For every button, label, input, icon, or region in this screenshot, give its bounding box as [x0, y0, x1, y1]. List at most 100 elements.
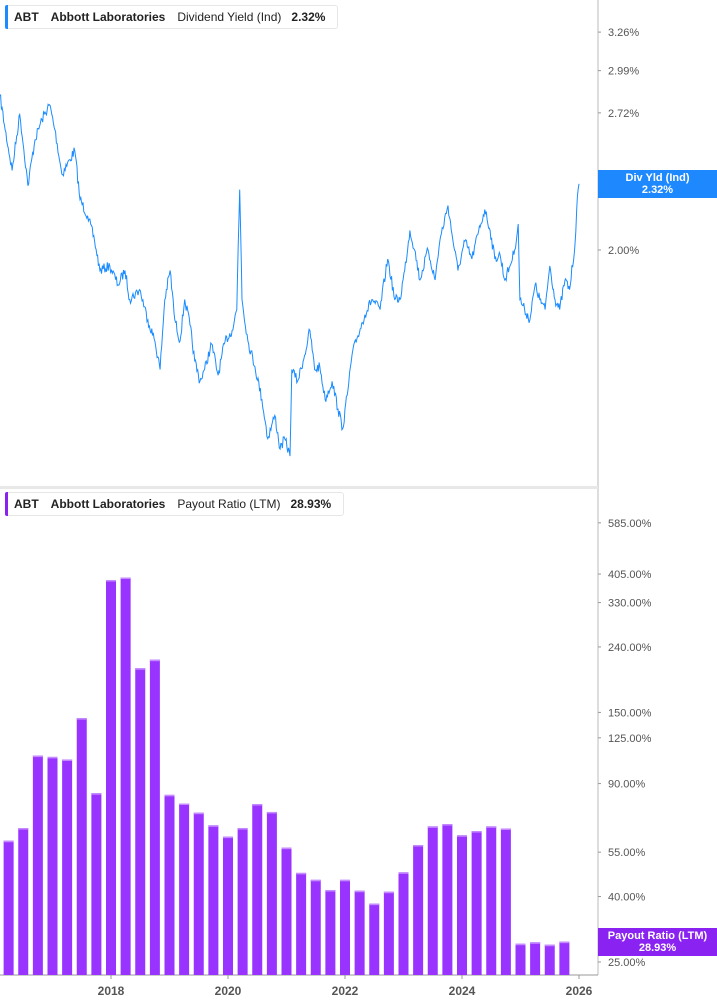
- payout-bar-cap: [544, 944, 555, 947]
- payout-bar[interactable]: [106, 580, 116, 975]
- payout-bar[interactable]: [486, 826, 497, 975]
- payout-bar[interactable]: [500, 828, 511, 975]
- payout-ratio-bars: [3, 577, 570, 975]
- payout-bar-cap: [340, 879, 350, 882]
- payout-bar[interactable]: [252, 804, 263, 975]
- y-tick-label: 405.00%: [608, 569, 652, 581]
- y-tick-label: 2.99%: [608, 66, 639, 78]
- payout-bar-cap: [32, 755, 43, 758]
- payout-bar[interactable]: [208, 825, 219, 975]
- x-tick-label: 2024: [449, 984, 476, 998]
- payout-bar-cap: [383, 891, 394, 894]
- legend-color-swatch: [5, 5, 8, 29]
- payout-bar[interactable]: [471, 831, 482, 975]
- legend-company: Abbott Laboratories: [50, 497, 166, 511]
- payout-bar-cap: [18, 828, 29, 830]
- payout-bar[interactable]: [91, 793, 102, 975]
- payout-bar-cap: [106, 580, 116, 582]
- badge-label: Div Yld (Ind): [625, 172, 690, 184]
- payout-bar[interactable]: [559, 941, 570, 975]
- payout-bar[interactable]: [457, 835, 467, 975]
- payout-bar-cap: [500, 828, 511, 830]
- dividend-yield-line: [0, 94, 580, 457]
- badge-value: 28.93%: [638, 942, 677, 954]
- payout-bar[interactable]: [413, 845, 424, 975]
- legend-color-swatch: [5, 492, 8, 516]
- payout-bar[interactable]: [340, 879, 350, 975]
- payout-bar[interactable]: [223, 836, 233, 975]
- payout-bar[interactable]: [164, 794, 175, 975]
- badge-label: Payout Ratio (LTM): [607, 930, 708, 942]
- payout-bar-cap: [266, 811, 277, 814]
- payout-bar-cap: [281, 847, 292, 850]
- y-tick-label: 3.26%: [608, 27, 639, 39]
- legend-value: 2.32%: [291, 10, 326, 24]
- payout-bar[interactable]: [3, 840, 14, 975]
- payout-bar-cap: [427, 826, 438, 828]
- payout-bar[interactable]: [193, 812, 204, 975]
- payout-bar[interactable]: [544, 944, 555, 975]
- payout-bar-cap: [354, 890, 365, 893]
- y-tick-label: 2.00%: [608, 245, 639, 257]
- payout-bar-cap: [62, 759, 73, 761]
- payout-bar-cap: [486, 826, 497, 828]
- x-tick-label: 2026: [566, 984, 593, 998]
- payout-bar[interactable]: [296, 872, 307, 975]
- legend-company: Abbott Laboratories: [50, 10, 166, 24]
- payout-bar[interactable]: [354, 890, 365, 975]
- payout-bar-cap: [120, 577, 131, 580]
- payout-bar[interactable]: [266, 811, 277, 975]
- payout-bar-cap: [149, 659, 160, 662]
- payout-bar-cap: [179, 803, 190, 805]
- bottom-y-axis: 585.00% 405.00% 330.00% 240.00% 150.00% 125.0…: [598, 518, 652, 969]
- payout-bar[interactable]: [530, 942, 541, 975]
- payout-bar-cap: [310, 879, 321, 882]
- payout-bar-cap: [47, 756, 58, 759]
- payout-bar[interactable]: [383, 891, 394, 975]
- y-tick-label: 585.00%: [608, 518, 652, 530]
- x-tick-label: 2020: [215, 984, 242, 998]
- payout-bar[interactable]: [237, 828, 248, 975]
- legend-value: 28.93%: [290, 497, 332, 511]
- y-tick-label: 150.00%: [608, 707, 652, 719]
- payout-bar-cap: [208, 825, 219, 827]
- payout-bar[interactable]: [76, 718, 87, 975]
- payout-bar-cap: [530, 942, 541, 944]
- payout-bar[interactable]: [325, 890, 336, 975]
- panel-divider[interactable]: [0, 486, 598, 489]
- x-tick-label: 2018: [98, 984, 125, 998]
- payout-bar-cap: [76, 718, 87, 720]
- y-tick-label: 330.00%: [608, 598, 652, 610]
- payout-bar[interactable]: [47, 756, 58, 975]
- payout-bar[interactable]: [135, 668, 146, 975]
- payout-bar-cap: [457, 835, 467, 837]
- payout-bar[interactable]: [310, 879, 321, 975]
- y-tick-label: 240.00%: [608, 642, 652, 654]
- payout-bar-cap: [398, 872, 409, 874]
- y-tick-label: 90.00%: [608, 779, 646, 791]
- payout-bar[interactable]: [62, 759, 73, 975]
- y-tick-label: 125.00%: [608, 733, 652, 745]
- payout-bar-cap: [193, 812, 204, 815]
- payout-bar[interactable]: [398, 872, 409, 975]
- payout-bar[interactable]: [18, 828, 29, 975]
- payout-bar[interactable]: [369, 903, 380, 975]
- payout-bar-cap: [223, 836, 233, 839]
- x-tick-label: 2022: [332, 984, 359, 998]
- current-payout-badge: Payout Ratio (LTM) 28.93%: [598, 928, 717, 956]
- y-tick-label: 2.72%: [608, 108, 639, 120]
- y-tick-label: 55.00%: [608, 847, 646, 859]
- payout-bar[interactable]: [120, 577, 131, 975]
- payout-bar-cap: [164, 794, 175, 797]
- payout-bar[interactable]: [179, 803, 190, 975]
- legend-metric: Payout Ratio (LTM): [177, 497, 281, 511]
- x-axis: 2018 2020 2022 2024 2026: [98, 975, 593, 998]
- payout-bar[interactable]: [515, 943, 526, 975]
- payout-bar-cap: [515, 943, 526, 946]
- payout-bar[interactable]: [442, 824, 453, 975]
- payout-bar[interactable]: [149, 659, 160, 975]
- payout-bar[interactable]: [427, 826, 438, 975]
- payout-bar[interactable]: [32, 755, 43, 975]
- payout-bar[interactable]: [281, 847, 292, 975]
